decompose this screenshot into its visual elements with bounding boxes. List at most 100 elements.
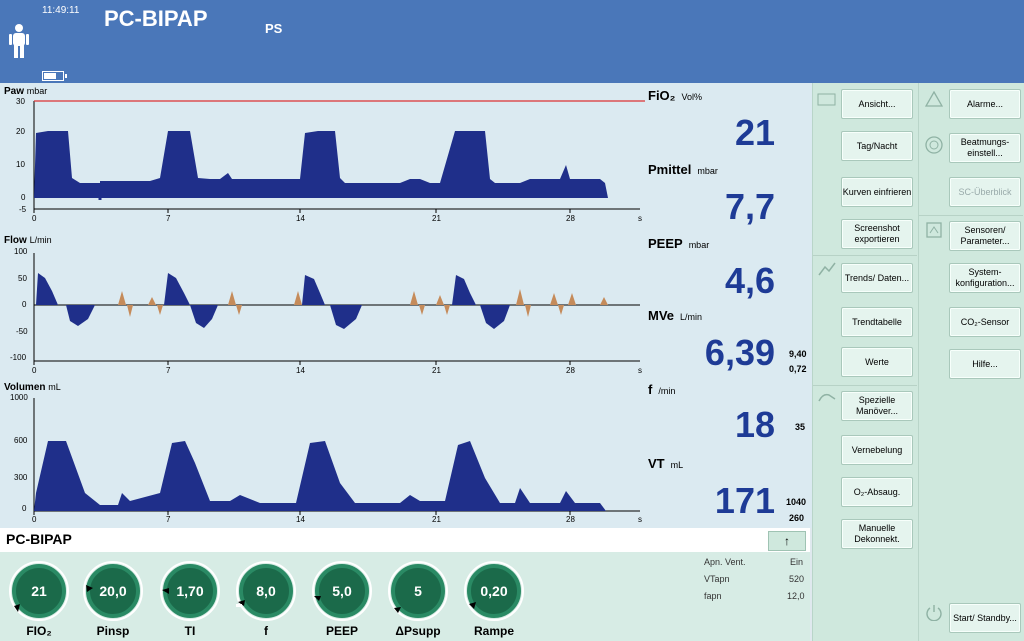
system-configuration-button[interactable]: System-konfiguration... bbox=[949, 263, 1021, 293]
knob-f[interactable] bbox=[236, 561, 296, 621]
x-tick: 7 bbox=[166, 515, 171, 524]
export-screenshot-button[interactable]: Screenshot exportieren bbox=[841, 219, 913, 249]
values-button[interactable]: Werte bbox=[841, 347, 913, 377]
y-tick: 0 bbox=[22, 300, 27, 309]
freeze-curves-button[interactable]: Kurven einfrieren bbox=[841, 177, 913, 207]
x-tick: 14 bbox=[296, 214, 305, 223]
trends-data-button[interactable]: Trends/ Daten... bbox=[841, 263, 913, 293]
x-tick: 28 bbox=[566, 214, 575, 223]
battery-icon bbox=[42, 71, 67, 81]
knob-pinsp-label: Pinsp bbox=[96, 624, 130, 638]
knob-peep-value: 5,0 bbox=[332, 583, 352, 599]
view-button[interactable]: Ansicht... bbox=[841, 89, 913, 119]
fapn-value[interactable]: 12,0 bbox=[787, 591, 805, 601]
pmittel-value: 7,7 bbox=[724, 186, 775, 227]
mve-lower-limit: 0,72 bbox=[789, 364, 807, 374]
y-tick: -100 bbox=[10, 353, 27, 362]
flow-waveform bbox=[36, 273, 608, 329]
knob-peep[interactable] bbox=[312, 561, 372, 621]
x-tick: 14 bbox=[296, 515, 305, 524]
trend-table-button[interactable]: Trendtabelle bbox=[841, 307, 913, 337]
help-button[interactable]: Hilfe... bbox=[949, 349, 1021, 379]
pmittel-label: Pmittel mbar bbox=[648, 162, 718, 177]
knob-rampe-label: Rampe bbox=[473, 624, 514, 638]
knob-rampe-value: 0,20 bbox=[480, 583, 508, 599]
ventilation-settings-button[interactable]: Beatmungs-einstell... bbox=[949, 133, 1021, 163]
sc-overview-button[interactable]: SC-Überblick bbox=[949, 177, 1021, 207]
knob-dpsupp[interactable] bbox=[388, 561, 448, 621]
y-tick: 100 bbox=[14, 247, 28, 256]
x-tick: 21 bbox=[432, 515, 441, 524]
co2-sensor-button[interactable]: CO₂-Sensor bbox=[949, 307, 1021, 337]
x-tick: 21 bbox=[432, 214, 441, 223]
separator bbox=[813, 255, 917, 256]
knob-ti-value: 1,70 bbox=[176, 583, 204, 599]
display-icon bbox=[817, 93, 836, 106]
mode-bar-title: PC-BIPAP bbox=[6, 531, 72, 547]
expand-settings-button[interactable]: ↑ bbox=[768, 531, 806, 551]
knob-pinsp[interactable] bbox=[83, 561, 143, 621]
knob-fio2-label: FIO₂ bbox=[26, 624, 52, 638]
start-standby-button[interactable]: Start/ Standby... bbox=[949, 603, 1021, 633]
mve-value: 6,39 bbox=[704, 332, 775, 373]
nebulization-button[interactable]: Vernebelung bbox=[841, 435, 913, 465]
vt-upper-limit: 1040 bbox=[786, 497, 807, 507]
special-maneuvers-button[interactable]: Spezielle Manöver... bbox=[841, 391, 913, 421]
knob-ti[interactable] bbox=[160, 561, 220, 621]
knob-pinsp-value: 20,0 bbox=[99, 583, 127, 599]
x-tick: 0 bbox=[32, 515, 37, 524]
vt-lower-limit: 260 bbox=[789, 513, 805, 523]
hand-icon bbox=[818, 393, 836, 402]
alarms-button[interactable]: Alarme... bbox=[949, 89, 1021, 119]
y-tick: 20 bbox=[16, 127, 25, 136]
flow-title: Flow L/min bbox=[4, 235, 52, 246]
power-icon bbox=[926, 605, 942, 621]
peep-value: 4,6 bbox=[724, 260, 775, 301]
trend-icon bbox=[818, 262, 836, 276]
y-tick: 30 bbox=[16, 97, 25, 106]
y-tick: -5 bbox=[19, 205, 27, 214]
ventilation-submode: PS bbox=[265, 21, 283, 36]
knob-dpsupp-value: 5 bbox=[414, 583, 422, 599]
f-upper-limit: 35 bbox=[795, 422, 806, 432]
knob-peep-label: PEEP bbox=[325, 624, 358, 638]
f-value: 18 bbox=[734, 404, 775, 445]
knob-fio2-value: 21 bbox=[31, 583, 47, 599]
clock: 11:49:11 bbox=[42, 5, 80, 16]
y-tick: 600 bbox=[14, 436, 28, 445]
apnea-vent-value[interactable]: Ein bbox=[790, 557, 804, 567]
y-tick: 0 bbox=[21, 193, 26, 202]
mode-bar bbox=[0, 528, 810, 552]
x-tick: s bbox=[638, 366, 642, 375]
vtapn-label: VTapn bbox=[704, 574, 730, 584]
sensor-icon bbox=[926, 222, 942, 238]
x-tick: 0 bbox=[32, 214, 37, 223]
x-tick: s bbox=[638, 515, 642, 524]
header-bar bbox=[0, 0, 1024, 83]
manual-disconnect-button[interactable]: Manuelle Dekonnekt. bbox=[841, 519, 913, 549]
vt-label: VT mL bbox=[648, 456, 684, 471]
knob-f-label: f bbox=[264, 624, 268, 638]
settings-knobs bbox=[9, 561, 524, 621]
separator bbox=[813, 385, 917, 386]
y-tick: 1000 bbox=[10, 393, 28, 402]
peep-label: PEEP mbar bbox=[648, 236, 710, 251]
vtapn-value[interactable]: 520 bbox=[789, 574, 805, 584]
patient-icon[interactable] bbox=[8, 24, 30, 60]
o2-suction-button[interactable]: O₂-Absaug. bbox=[841, 477, 913, 507]
fapn-label: fapn bbox=[704, 591, 722, 601]
fio2-value: 21 bbox=[734, 112, 775, 153]
y-tick: 10 bbox=[16, 160, 25, 169]
knob-rampe[interactable] bbox=[464, 561, 524, 621]
knob-dpsupp-label: ΔPsupp bbox=[395, 624, 441, 638]
apnea-vent-label: Apn. Vent. bbox=[704, 557, 746, 567]
day-night-button[interactable]: Tag/Nacht bbox=[841, 131, 913, 161]
x-tick: 7 bbox=[166, 214, 171, 223]
ventilation-mode-title: PC-BIPAP bbox=[104, 6, 208, 31]
volume-title: Volumen mL bbox=[4, 382, 61, 393]
knob-fio2[interactable] bbox=[9, 561, 69, 621]
knob-f-value: 8,0 bbox=[256, 583, 276, 599]
paw-waveform bbox=[34, 131, 608, 198]
sensors-parameters-button[interactable]: Sensoren/ Parameter... bbox=[949, 221, 1021, 251]
x-tick: 21 bbox=[432, 366, 441, 375]
